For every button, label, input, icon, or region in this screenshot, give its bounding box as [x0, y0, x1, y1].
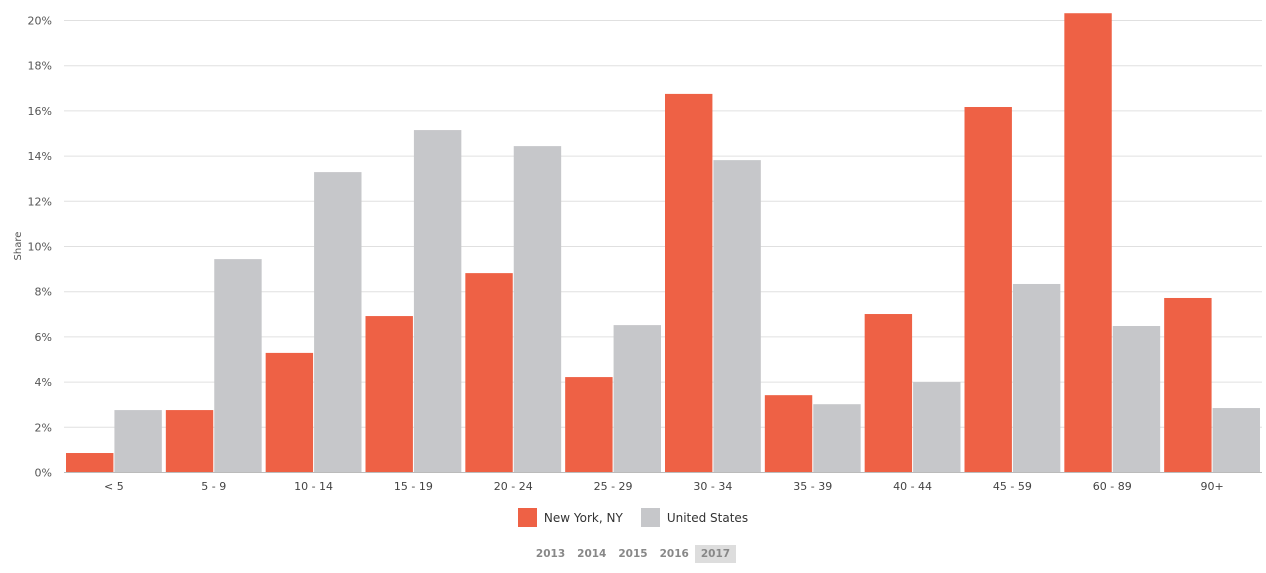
legend: New York, NY United States	[0, 508, 1266, 527]
bar-new-york	[465, 273, 513, 472]
year-2017[interactable]: 2017	[694, 545, 737, 563]
y-tick-label: 10%	[28, 241, 52, 254]
y-axis-title: Share	[13, 232, 24, 261]
bar-united-states	[214, 259, 262, 472]
bar-united-states	[613, 325, 661, 472]
legend-label: New York, NY	[543, 510, 623, 525]
bar-united-states	[513, 146, 562, 472]
x-tick-label: 45 - 59	[993, 480, 1032, 493]
bar-united-states	[713, 160, 761, 472]
y-tick-label: 2%	[35, 421, 52, 434]
year-2016[interactable]: 2016	[659, 548, 689, 560]
bar-new-york	[764, 395, 813, 472]
legend-item-new-york[interactable]: New York, NY	[517, 508, 623, 527]
x-tick-label: < 5	[104, 480, 124, 493]
year-2015[interactable]: 2015	[618, 548, 648, 560]
y-tick-label: 6%	[35, 331, 52, 344]
y-tick-label: 18%	[28, 60, 52, 73]
y-tick-label: 12%	[28, 195, 52, 208]
bar-new-york	[964, 107, 1012, 472]
bar-new-york	[665, 93, 713, 472]
bar-united-states	[114, 410, 162, 472]
bar-chart: 0% 2% 4% 6% 8% 10% 12% 14% 16% 18% 20% Share < 5 5 - …	[13, 13, 1262, 493]
bar-united-states	[813, 404, 861, 472]
legend-swatch	[517, 508, 537, 527]
legend-item-united-states[interactable]: United States	[640, 508, 749, 527]
year-2014[interactable]: 2014	[577, 548, 607, 560]
bar-united-states	[1012, 283, 1061, 472]
bar-new-york	[365, 316, 413, 472]
legend-label: United States	[666, 510, 749, 525]
bar-new-york	[1064, 13, 1112, 472]
bar-new-york	[1164, 297, 1212, 472]
bar-united-states	[1112, 326, 1161, 472]
y-tick-label: 4%	[35, 376, 52, 389]
bar-new-york	[864, 314, 913, 472]
y-tick-label: 20%	[28, 15, 52, 28]
x-tick-label: 5 - 9	[201, 480, 226, 493]
x-tick-label: 60 - 89	[1093, 480, 1132, 493]
year-selector: 2013 2014 2015 2016 2017	[0, 545, 1266, 563]
bar-new-york	[565, 377, 613, 472]
x-tick-label: 40 - 44	[893, 480, 932, 493]
x-tick-label: 35 - 39	[793, 480, 832, 493]
bar-new-york	[66, 453, 114, 472]
x-tick-label: 30 - 34	[693, 480, 732, 493]
y-tick-label: 0%	[35, 467, 52, 480]
year-2013[interactable]: 2013	[535, 548, 566, 560]
legend-swatch	[640, 508, 660, 527]
x-tick-label: 10 - 14	[294, 480, 333, 493]
y-tick-label: 8%	[35, 286, 52, 299]
bar-new-york	[165, 410, 214, 472]
x-tick-label: 20 - 24	[494, 480, 533, 493]
bar-united-states	[413, 130, 462, 472]
x-tick-label: 25 - 29	[594, 480, 633, 493]
bar-united-states	[1212, 408, 1260, 472]
y-tick-label: 14%	[28, 150, 52, 163]
x-tick-label: 90+	[1200, 480, 1223, 493]
bar-united-states	[913, 382, 961, 472]
bar-new-york	[265, 352, 314, 472]
bar-united-states	[314, 172, 362, 472]
y-tick-label: 16%	[28, 105, 52, 118]
x-tick-label: 15 - 19	[394, 480, 433, 493]
